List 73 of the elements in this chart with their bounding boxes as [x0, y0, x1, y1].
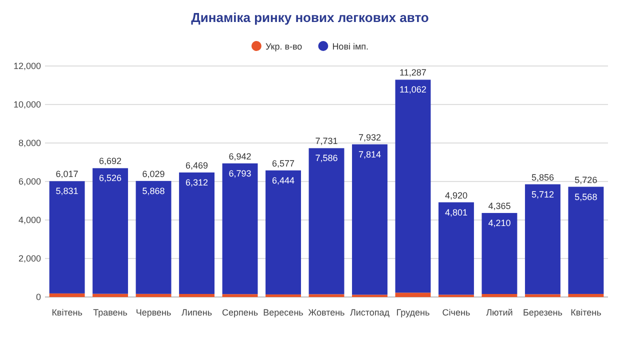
bar	[352, 144, 388, 295]
bar	[308, 148, 344, 294]
bar	[438, 202, 474, 295]
total-label: 5,726	[574, 174, 598, 185]
total-label: 7,932	[358, 132, 382, 142]
data-label: 6,312	[186, 177, 208, 188]
total-label: 6,469	[186, 160, 208, 170]
bar	[136, 294, 172, 297]
bar	[395, 292, 431, 297]
x-tick-label: Серпень	[222, 307, 258, 318]
x-tick-label: Лютий	[486, 307, 513, 318]
total-label: 6,577	[272, 158, 295, 168]
data-label: 5,712	[531, 189, 554, 200]
x-tick-label: Листопад	[350, 307, 390, 318]
bar	[482, 294, 518, 297]
y-tick-label: 12,000	[13, 60, 41, 71]
data-label: 7,814	[358, 149, 382, 160]
bar	[222, 163, 258, 294]
x-tick-label: Квітень	[52, 307, 83, 318]
bar	[568, 294, 604, 297]
x-tick-label: Березень	[522, 307, 563, 318]
data-label: 6,444	[272, 175, 295, 186]
bar	[179, 294, 215, 297]
total-label: 4,365	[488, 200, 511, 211]
legend-label: Укр. в-во	[265, 42, 302, 52]
y-tick-label: 10,000	[13, 99, 41, 110]
bar	[222, 294, 258, 297]
x-tick-label: Грудень	[396, 307, 430, 318]
total-label: 4,920	[444, 190, 468, 200]
total-label: 6,017	[56, 169, 78, 180]
x-tick-label: Січень	[442, 307, 470, 318]
total-label: 5,856	[531, 172, 554, 182]
x-tick-label: Квітень	[570, 307, 602, 318]
total-label: 7,731	[315, 136, 338, 146]
x-tick-label: Червень	[136, 307, 172, 318]
data-label: 11,062	[400, 84, 426, 95]
bar	[524, 294, 560, 297]
y-tick-label: 8,000	[18, 138, 41, 148]
total-label: 6,029	[142, 168, 165, 179]
y-tick-label: 4,000	[18, 214, 41, 225]
bar	[49, 181, 85, 294]
data-label: 6,793	[228, 168, 252, 178]
y-tick-label: 2,000	[18, 253, 41, 264]
x-tick-label: Липень	[182, 307, 212, 318]
total-label: 11,287	[400, 68, 426, 78]
bar	[49, 293, 85, 297]
total-label: 6,692	[99, 156, 122, 166]
bar	[266, 294, 301, 297]
bar	[308, 294, 344, 297]
bar	[179, 172, 215, 294]
bar	[395, 80, 431, 293]
bar	[92, 168, 128, 294]
x-tick-label: Вересень	[263, 307, 304, 318]
y-tick-label: 0	[36, 292, 41, 302]
bar	[92, 294, 128, 297]
bar	[266, 170, 301, 294]
legend-label: Нові імп.	[332, 42, 369, 52]
data-label: 5,568	[574, 192, 598, 202]
data-label: 5,868	[142, 186, 165, 196]
data-label: 4,801	[444, 207, 468, 218]
y-tick-label: 6,000	[18, 176, 41, 186]
data-label: 7,586	[315, 153, 338, 164]
total-label: 6,942	[228, 151, 252, 162]
x-tick-label: Жовтень	[308, 307, 346, 318]
x-tick-label: Травень	[93, 307, 128, 318]
chart-title: Динаміка ринку нових легкових авто	[191, 10, 429, 25]
data-label: 4,210	[488, 218, 511, 228]
data-label: 6,526	[99, 173, 122, 184]
bar	[136, 180, 172, 294]
bar	[524, 184, 560, 294]
bar	[568, 186, 604, 294]
bar	[482, 212, 518, 294]
data-label: 5,831	[56, 186, 78, 196]
